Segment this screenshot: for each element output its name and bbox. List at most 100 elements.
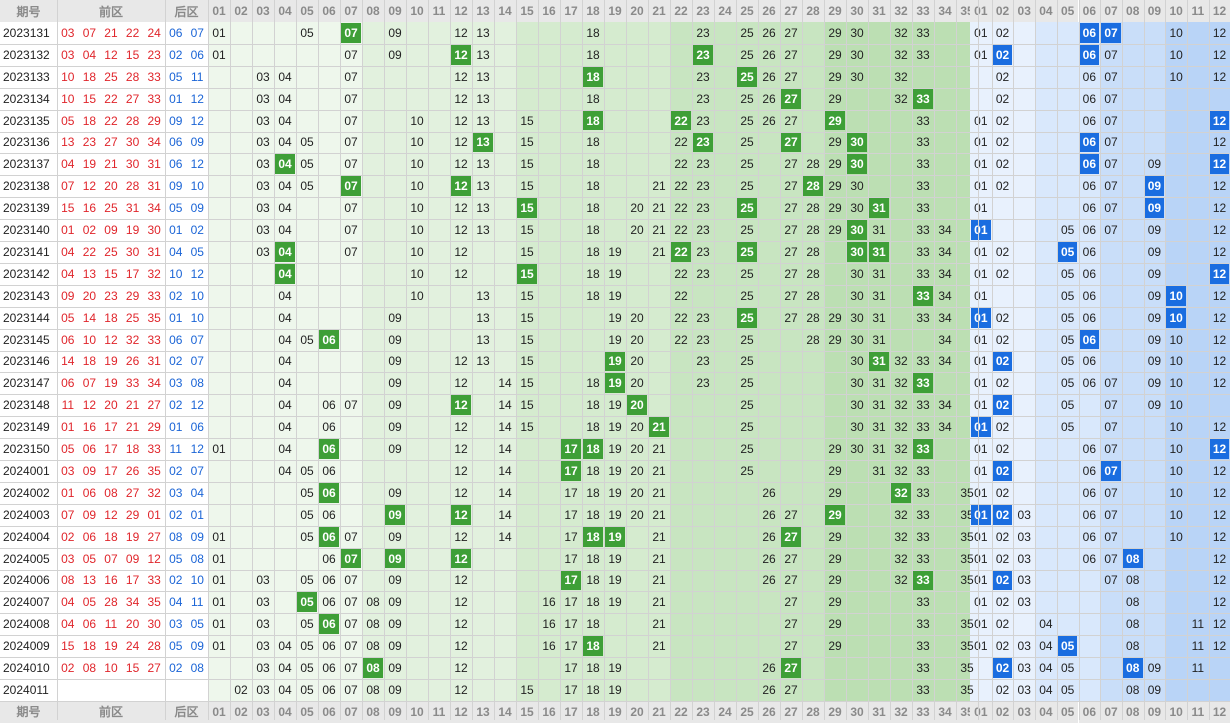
back-draw-number: 10 <box>169 266 183 281</box>
front-draw-number: 07 <box>82 25 97 40</box>
front-band <box>670 22 692 701</box>
front-hit-number: 30 <box>847 220 867 240</box>
front-trend-number: 21 <box>652 179 666 194</box>
back-draw-number: 10 <box>190 310 204 325</box>
front-trend-number: 12 <box>454 529 468 544</box>
front-trend-number: 15 <box>520 135 534 150</box>
row-divider <box>0 306 1230 308</box>
front-trend-number: 12 <box>454 113 468 128</box>
front-trend-number: 27 <box>784 310 798 325</box>
header-back-number: 06 <box>1078 0 1101 22</box>
front-hit-number: 25 <box>737 66 757 87</box>
column-divider <box>846 0 847 720</box>
back-trend-number: 12 <box>1212 179 1227 194</box>
back-hit-number: 12 <box>1209 263 1230 284</box>
back-trend-number: 07 <box>1104 529 1118 544</box>
front-trend-number: 29 <box>828 551 842 566</box>
front-draw-number: 15 <box>104 266 118 281</box>
back-draw-number: 01 <box>190 507 204 522</box>
front-trend-number: 19 <box>608 507 622 522</box>
front-trend-number: 33 <box>916 223 930 238</box>
front-draw-number: 03 <box>61 463 75 478</box>
period-cell: 2023131 <box>3 25 50 40</box>
back-trend-number: 06 <box>1082 223 1097 238</box>
front-draw-number: 22 <box>125 25 140 40</box>
front-hit-number: 33 <box>913 88 933 109</box>
header-front-number: 17 <box>560 0 582 22</box>
front-hit-number: 30 <box>847 132 867 153</box>
front-hit-number: 13 <box>473 132 493 153</box>
back-trend-number: 01 <box>974 332 988 347</box>
back-draw-number: 02 <box>169 288 183 303</box>
front-band <box>538 22 560 701</box>
front-band <box>692 22 714 701</box>
back-draw-number: 05 <box>169 201 183 216</box>
header-front-number: 34 <box>934 700 956 723</box>
header-front-number: 25 <box>736 700 758 723</box>
column-divider <box>208 0 209 720</box>
front-trend-number: 31 <box>872 442 886 457</box>
front-draw-number: 16 <box>104 573 118 588</box>
front-trend-number: 19 <box>608 244 622 259</box>
front-draw-number: 30 <box>125 244 140 259</box>
header-front-number: 08 <box>362 700 384 723</box>
front-draw-number: 20 <box>104 398 118 413</box>
header-back-number: 01 <box>970 700 992 723</box>
front-hit-number: 19 <box>605 373 625 394</box>
front-trend-number: 20 <box>630 485 644 500</box>
front-hit-number: 28 <box>803 176 823 197</box>
front-trend-number: 20 <box>630 354 644 369</box>
front-hit-number: 29 <box>825 504 845 525</box>
front-trend-number: 14 <box>498 463 512 478</box>
front-trend-number: 18 <box>586 398 600 413</box>
front-trend-number: 18 <box>586 135 600 150</box>
back-trend-number: 01 <box>974 551 988 566</box>
front-draw-number: 09 <box>61 288 75 303</box>
header-front-number: 14 <box>494 700 516 723</box>
front-trend-number: 17 <box>564 529 578 544</box>
back-trend-number: 07 <box>1104 420 1118 435</box>
front-band <box>362 22 384 701</box>
column-divider <box>230 0 231 720</box>
front-draw-number: 31 <box>147 244 161 259</box>
front-hit-number: 18 <box>583 66 603 87</box>
front-trend-number: 31 <box>872 420 886 435</box>
front-band <box>274 22 296 701</box>
column-divider <box>714 0 715 720</box>
front-trend-number: 32 <box>894 47 908 62</box>
back-draw-number: 10 <box>190 179 204 194</box>
back-trend-number: 08 <box>1126 595 1140 610</box>
front-trend-number: 06 <box>322 463 336 478</box>
front-trend-number: 29 <box>828 179 842 194</box>
column-divider <box>1100 0 1102 720</box>
front-trend-number: 03 <box>256 244 270 259</box>
front-trend-number: 33 <box>916 135 930 150</box>
header-front-number: 10 <box>406 0 428 22</box>
front-draw-number: 23 <box>82 135 97 150</box>
header-back-number: 07 <box>1100 700 1122 723</box>
front-trend-number: 09 <box>388 485 402 500</box>
front-trend-number: 03 <box>256 682 270 697</box>
front-draw-number: 32 <box>147 485 161 500</box>
front-draw-number: 28 <box>125 179 140 194</box>
front-draw-number: 06 <box>82 485 97 500</box>
front-trend-number: 04 <box>278 398 292 413</box>
front-draw-number: 19 <box>82 157 97 172</box>
back-hit-number: 01 <box>971 504 991 525</box>
back-trend-number: 12 <box>1212 69 1227 84</box>
front-trend-number: 07 <box>344 573 358 588</box>
back-trend-number: 04 <box>1039 639 1053 654</box>
front-trend-number: 33 <box>916 617 930 632</box>
front-trend-number: 23 <box>696 376 710 391</box>
front-band <box>384 22 406 701</box>
front-trend-number: 18 <box>586 288 600 303</box>
back-trend-number: 01 <box>974 617 988 632</box>
front-trend-number: 04 <box>278 223 292 238</box>
front-draw-number: 13 <box>82 573 97 588</box>
front-trend-number: 03 <box>256 573 270 588</box>
front-trend-number: 25 <box>740 266 754 281</box>
back-trend-number: 01 <box>974 639 988 654</box>
front-trend-number: 29 <box>828 157 842 172</box>
front-trend-number: 06 <box>322 661 336 676</box>
period-cell: 2023134 <box>3 91 50 106</box>
